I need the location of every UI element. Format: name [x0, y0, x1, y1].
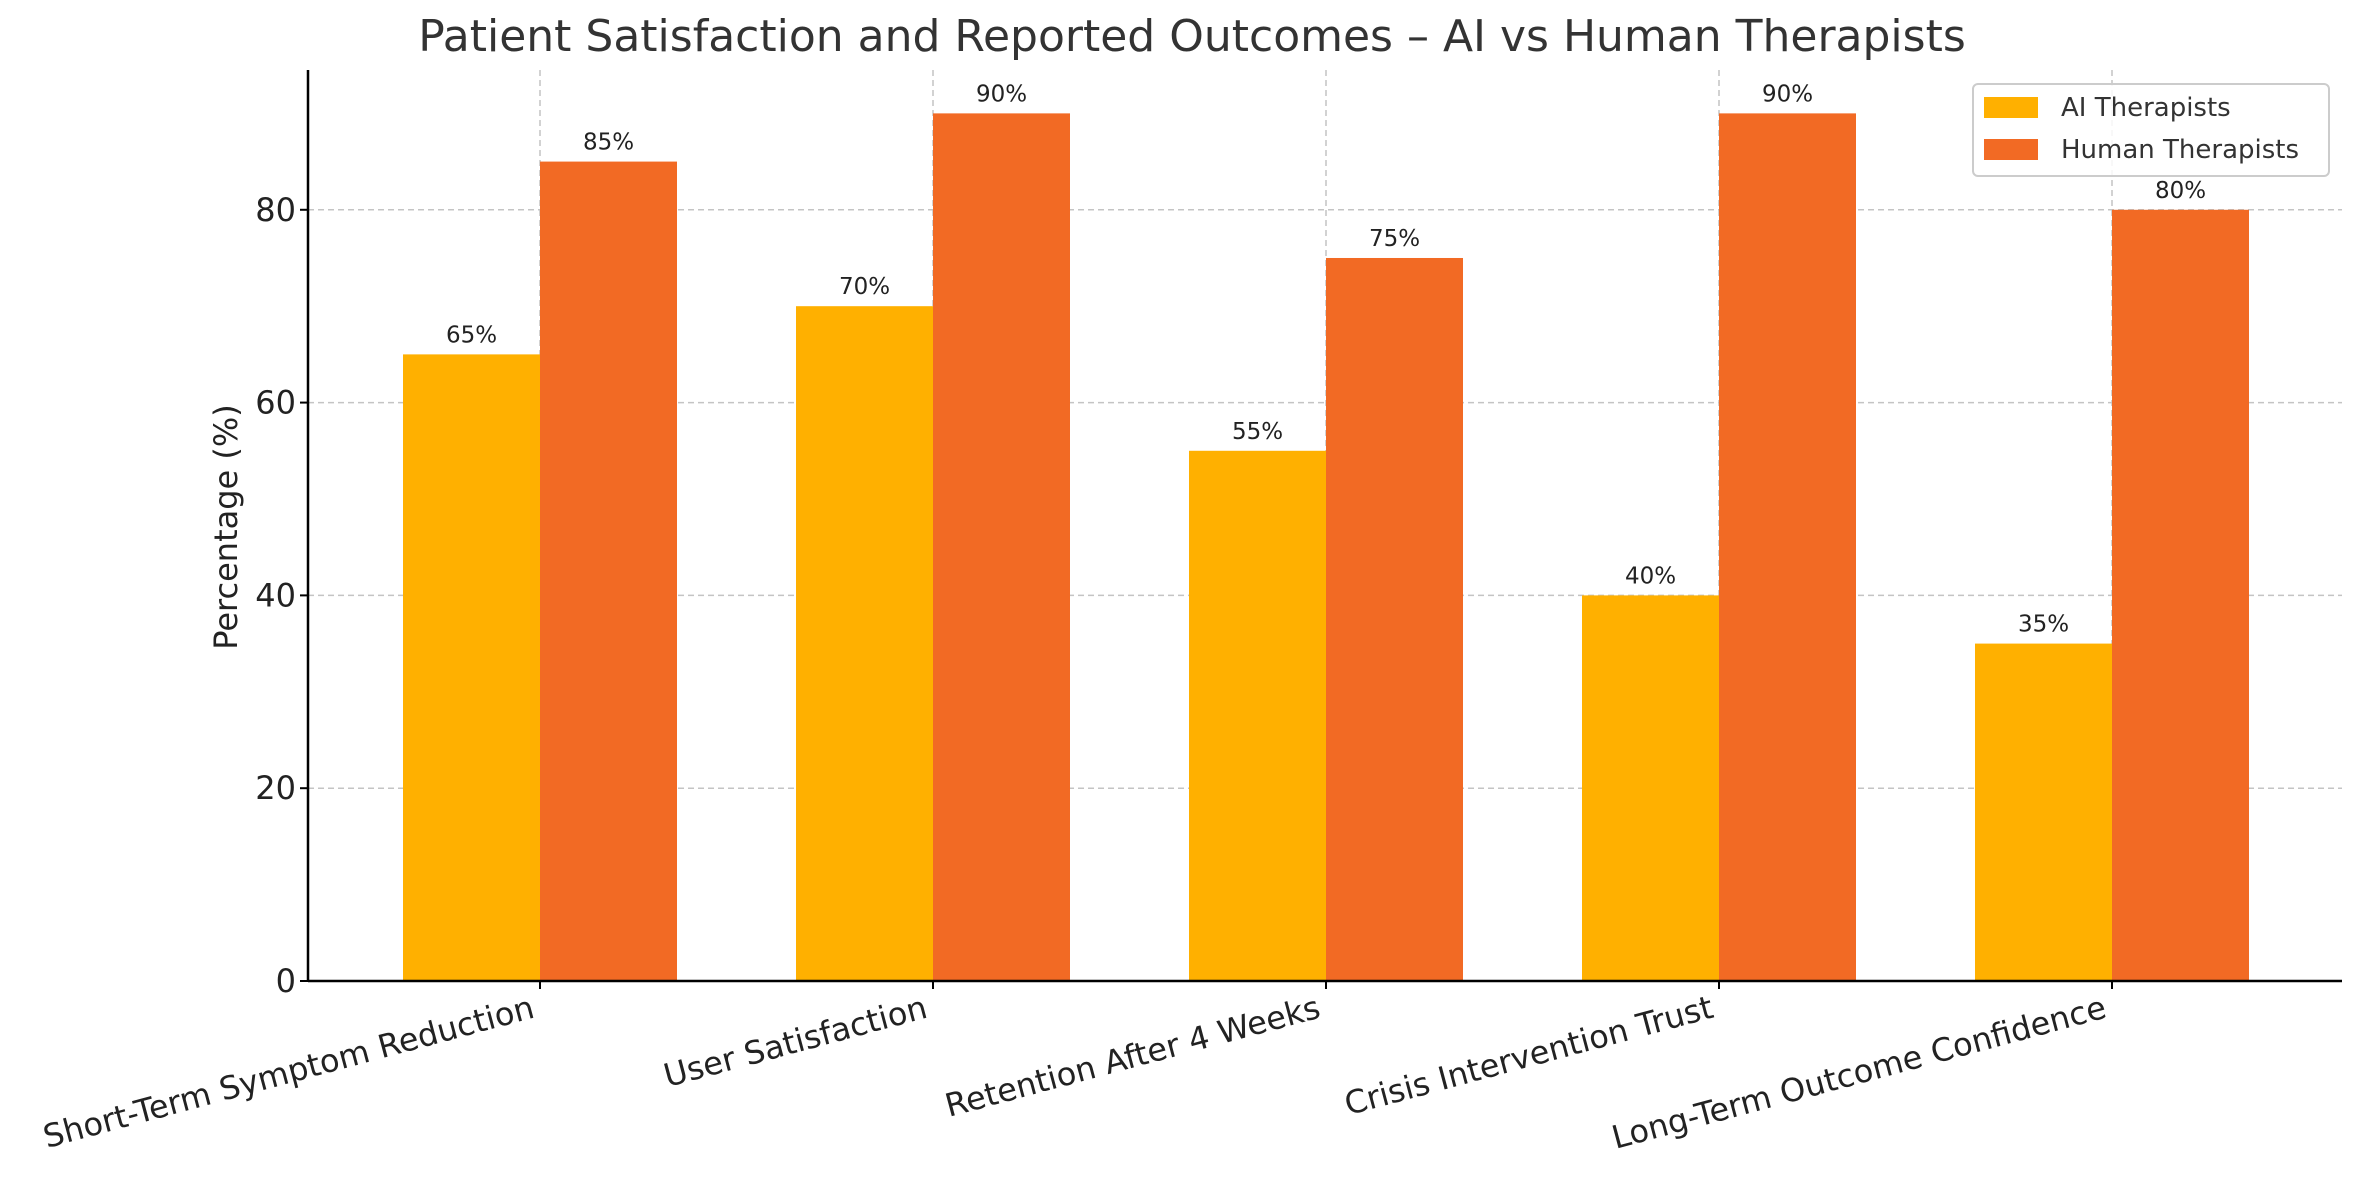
human-value-label-0: 85%	[583, 130, 634, 156]
legend: AI Therapists Human Therapists	[1972, 83, 2330, 177]
chart-title: Patient Satisfaction and Reported Outcom…	[418, 11, 1966, 62]
x-tick-labels: Short-Term Symptom Reduction User Satisfa…	[39, 981, 2113, 1157]
ai-value-label-1: 70%	[839, 274, 890, 300]
x-tick-label: Retention After 4 Weeks	[941, 988, 1324, 1125]
x-tick-label: User Satisfaction	[660, 988, 932, 1095]
y-tick-label: 60	[255, 384, 296, 422]
human-value-label-4: 80%	[2155, 178, 2206, 204]
legend-swatch-1	[1984, 139, 2038, 160]
y-tick-label: 40	[255, 576, 296, 614]
value-labels: 65% 70% 55% 40% 35% 85% 90% 75% 90% 80%	[446, 81, 2206, 637]
human-bar-2	[1326, 257, 1463, 981]
x-tick-label: Short-Term Symptom Reduction	[39, 988, 538, 1156]
ai-bar-0	[403, 354, 540, 981]
y-tick-label: 0	[276, 962, 296, 1000]
human-value-label-3: 90%	[1762, 81, 1813, 107]
human-value-label-1: 90%	[976, 81, 1027, 107]
human-value-label-2: 75%	[1369, 226, 1420, 252]
ai-value-label-0: 65%	[446, 322, 497, 348]
y-axis-label: Percentage (%)	[207, 404, 245, 650]
legend-swatch-0	[1984, 97, 2038, 118]
y-tick-label: 80	[255, 191, 296, 229]
human-bar-1	[933, 113, 1070, 981]
ai-bar-2	[1189, 450, 1326, 982]
ai-value-label-4: 35%	[2018, 612, 2069, 638]
ai-value-label-3: 40%	[1625, 563, 1676, 589]
ai-bar-4	[1975, 643, 2112, 981]
legend-label-1: Human Therapists	[2061, 135, 2299, 165]
ai-value-label-2: 55%	[1232, 419, 1283, 445]
legend-label-0: AI Therapists	[2061, 93, 2231, 123]
legend-frame	[1972, 83, 2330, 177]
x-tick-label: Crisis Intervention Trust	[1340, 988, 1717, 1123]
bars	[403, 113, 2249, 982]
ai-bar-3	[1582, 595, 1719, 981]
human-bar-0	[540, 161, 677, 981]
y-tick-labels: 0 20 40 60 80	[255, 191, 308, 1000]
ai-bar-1	[796, 306, 933, 981]
human-bar-3	[1719, 113, 1856, 981]
y-tick-label: 20	[255, 769, 296, 807]
human-bar-4	[2112, 209, 2249, 981]
